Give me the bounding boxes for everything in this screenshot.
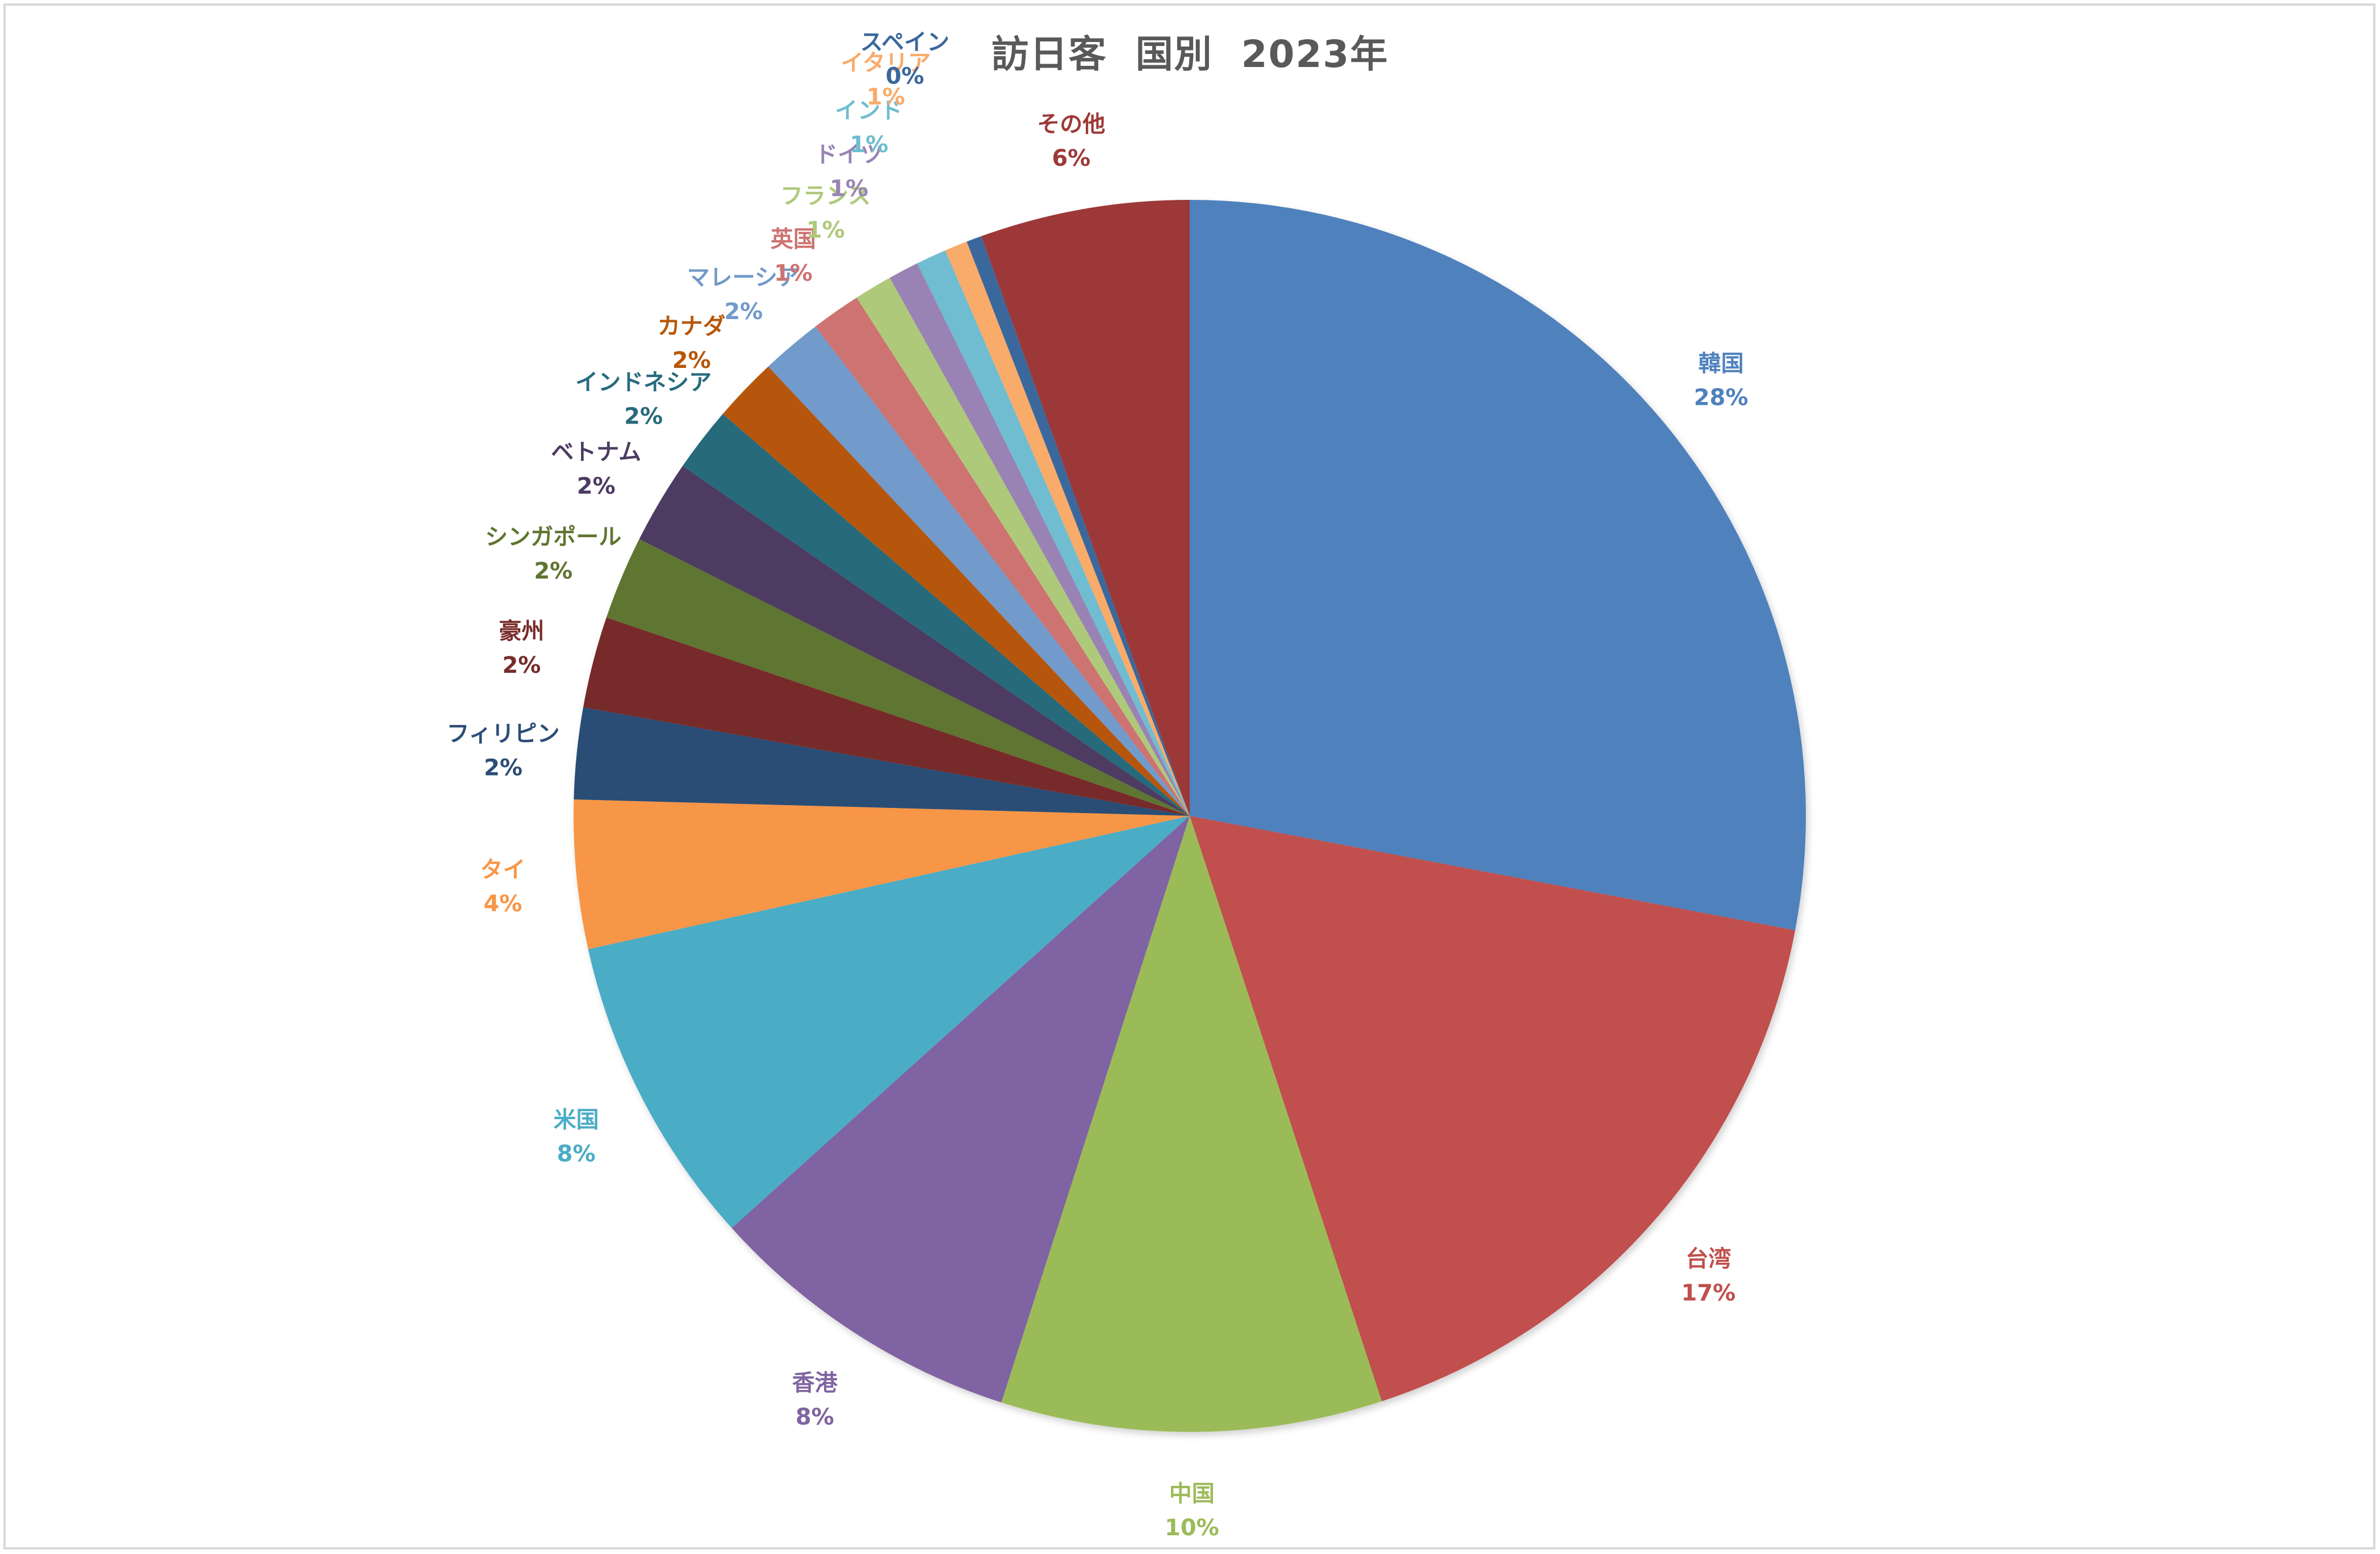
slice-percent-label: 1% [774,260,813,286]
pie-slice [815,298,1190,816]
slice-category-label: 中国 [1169,1481,1215,1507]
slice-category-label: インド [835,98,903,124]
slice-category-label: 韓国 [1699,351,1744,377]
pie-slice [606,539,1190,816]
pie-slice [639,466,1190,816]
slice-percent-label: 6% [1052,145,1090,171]
slice-percent-label: 28% [1694,385,1749,411]
slice-percent-label: 2% [724,299,763,325]
slice-percent-label: 1% [850,132,888,158]
pie-slice [574,707,1190,816]
slice-percent-label: 2% [484,755,522,781]
pie-slice [1190,816,1796,1401]
pie-slice [889,263,1190,816]
slice-category-label: イタリア [841,50,931,76]
slice-category-label: カナダ [658,313,726,340]
pie-slice [1001,816,1382,1432]
pie-labels: 韓国 28% 台湾 17% 中国 10% 香港 8% 米国 8% タイ 4% フィリピン 2% 豪州 2% シン… [446,30,1748,1542]
pie-slice [856,278,1190,816]
pie-slices [574,200,1806,1432]
pie-slice [731,816,1190,1403]
pie-slice [1190,200,1806,931]
slice-category-label: その他 [1037,111,1105,137]
slice-category-label: スペイン [860,30,950,56]
slice-percent-label: 17% [1682,1280,1736,1306]
slice-percent-label: 4% [483,891,522,917]
slice-category-label: インドネシア [575,369,712,395]
slice-percent-label: 10% [1165,1515,1219,1541]
slice-percent-label: 1% [806,217,845,244]
slice-percent-label: 8% [796,1404,834,1430]
pie-slice [768,326,1190,816]
pie-slice [967,236,1190,816]
slice-category-label: シンガポール [485,524,621,550]
slice-category-label: ドイツ [815,142,883,168]
slice-percent-label: 2% [672,347,711,374]
pie-slice [945,241,1190,816]
pie-slice [683,414,1190,816]
slice-percent-label: 1% [830,176,868,202]
pie-slice [917,250,1190,816]
pie-slice [722,366,1190,816]
slice-category-label: 英国 [771,226,816,252]
chart-title: 訪日客 国別 2023年 [991,32,1389,76]
slice-category-label: ベトナム [551,439,641,465]
slice-percent-label: 2% [624,403,663,429]
slice-category-label: 台湾 [1685,1246,1731,1272]
slice-category-label: 香港 [792,1370,838,1396]
slice-percent-label: 2% [577,473,616,499]
pie-slice [574,799,1190,949]
slice-category-label: 豪州 [499,618,544,644]
pie-slice [588,816,1190,1228]
slice-percent-label: 2% [502,652,541,678]
slice-category-label: フィリピン [446,721,559,747]
slice-percent-label: 2% [534,558,572,584]
pie-slice [981,200,1190,816]
slice-category-label: フランス [780,183,871,210]
slice-percent-label: 1% [867,84,905,110]
slice-category-label: 米国 [554,1107,599,1133]
slice-category-label: タイ [480,857,525,883]
slice-category-label: マレーシア [687,265,800,291]
slice-percent-label: 0% [885,64,924,90]
pie-slice [583,617,1190,816]
slice-percent-label: 8% [557,1141,596,1167]
